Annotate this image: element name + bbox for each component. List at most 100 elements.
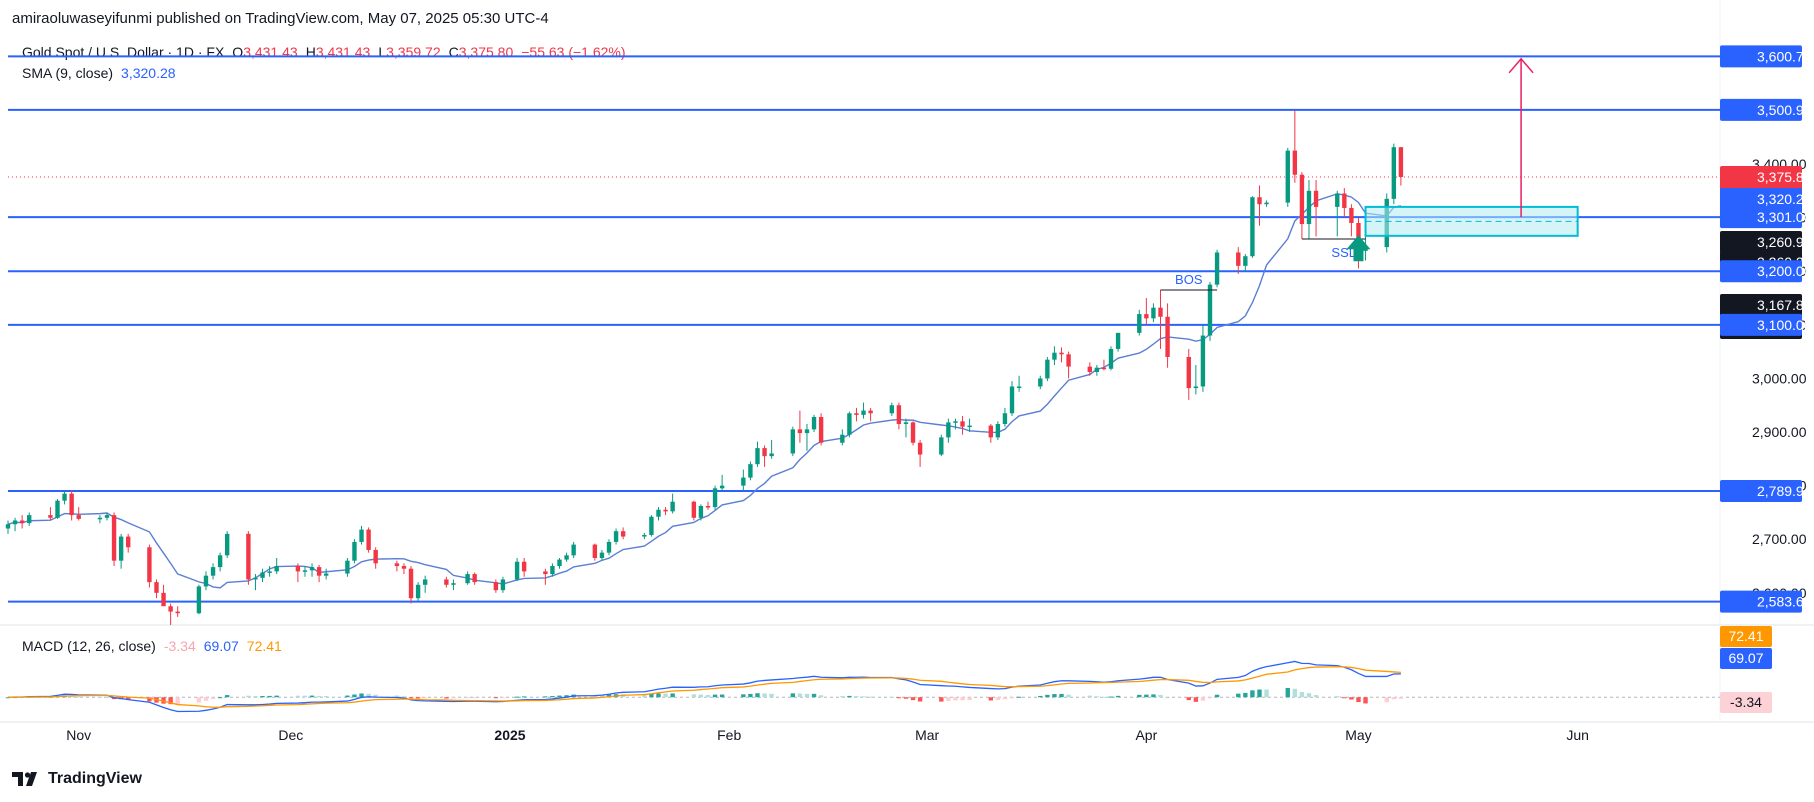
candle-body [1101, 367, 1107, 370]
bos-label: BOS [1175, 272, 1203, 287]
candle-body [861, 410, 866, 415]
candle-body [868, 410, 873, 414]
candle-body [1292, 150, 1298, 175]
macd-histogram-bar [903, 697, 909, 699]
candle [55, 499, 60, 519]
macd-histogram-bar [175, 697, 180, 705]
macd-histogram-bar [345, 695, 350, 698]
candle-body [394, 563, 400, 567]
macd-histogram-bar [1009, 697, 1015, 699]
macd-histogram-bar [352, 694, 357, 698]
candle-body [472, 574, 477, 583]
candle-body [712, 488, 718, 508]
macd-histogram-bar [1313, 695, 1319, 698]
candle-body [910, 422, 916, 443]
macd-histogram-bar [1250, 690, 1255, 698]
macd-histogram-bar [1299, 692, 1305, 698]
macd-tag-label: -3.34 [1730, 694, 1762, 710]
candle [1045, 356, 1050, 382]
candle [642, 532, 647, 540]
price-tag-label: 3,320.28 [1757, 191, 1812, 207]
candle-body [1066, 354, 1071, 367]
candle [352, 539, 357, 564]
macd-line-value: 69.07 [203, 638, 239, 654]
candle [521, 557, 527, 577]
x-tick-label: Apr [1135, 727, 1157, 743]
level-tag: 3,600.76 [1720, 45, 1812, 68]
candle [1313, 180, 1319, 237]
candle-body [1398, 147, 1404, 177]
macd-histogram-bar [1285, 688, 1290, 698]
candle [868, 407, 873, 422]
candle [1243, 254, 1248, 272]
macd-histogram-bar [1236, 693, 1241, 698]
candle-body [451, 583, 456, 585]
macd-tag: 69.07 [1720, 648, 1772, 669]
candle-body [797, 429, 803, 434]
macd-histogram-bar [712, 694, 718, 698]
macd-histogram-bar [670, 693, 675, 698]
macd-histogram-bar [366, 693, 371, 698]
candle [1200, 324, 1206, 392]
macd-histogram-bar [1101, 696, 1107, 698]
candle [592, 543, 598, 561]
candle [69, 489, 74, 521]
candle-body [1313, 190, 1319, 207]
candle [1236, 247, 1241, 274]
candle [175, 606, 180, 617]
candle [1066, 351, 1071, 379]
macd-histogram-bar [1193, 697, 1199, 702]
macd-histogram-bar [5, 697, 11, 699]
macd-histogram-bar [359, 693, 364, 698]
tradingview-brand[interactable]: TradingView [12, 770, 142, 788]
macd-histogram-bar [988, 697, 993, 701]
level-tag-label: 3,200.00 [1757, 263, 1812, 279]
candle [373, 547, 378, 569]
macd-histogram-bar [550, 696, 555, 698]
candle-body [903, 422, 909, 424]
candle [769, 440, 774, 459]
candle-body [352, 541, 357, 561]
macd-tag: 72.41 [1720, 626, 1772, 647]
macd-histogram-bar [274, 695, 279, 698]
macd-tag-box [1720, 692, 1772, 713]
macd-histogram-bar [97, 696, 103, 698]
macd-histogram-bar [196, 697, 202, 703]
macd-signal-value: 72.41 [246, 638, 282, 654]
macd-histogram-bar [939, 697, 944, 702]
candle-body [840, 434, 845, 443]
candle [27, 512, 32, 526]
candle [1186, 348, 1191, 400]
candle-body [762, 448, 767, 457]
candle-body [1002, 413, 1008, 424]
level-tag: 2,583.60 [1720, 590, 1812, 613]
macd-histogram-bar [896, 697, 902, 699]
candle [203, 571, 209, 591]
macd-histogram-bar [246, 695, 251, 698]
macd-histogram-bar [910, 697, 916, 701]
macd-histogram-bar [811, 693, 817, 698]
candle-body [5, 524, 11, 529]
candle [62, 490, 67, 505]
candle-body [260, 572, 265, 578]
candle-body [755, 448, 760, 465]
candle-body [274, 566, 279, 572]
macd-histogram-bar [967, 697, 972, 701]
candle [224, 531, 230, 558]
brand-name: TradingView [48, 770, 142, 787]
candle [1264, 200, 1269, 207]
macd-histogram-bar [224, 695, 230, 698]
candle-body [1059, 352, 1064, 355]
candle [967, 418, 972, 433]
macd-histogram-bar [1038, 695, 1043, 698]
macd-histogram-bar [946, 697, 951, 701]
candle [818, 413, 824, 446]
macd-histogram-bar [408, 697, 414, 699]
candle [1214, 249, 1220, 288]
macd-histogram-bar [1363, 697, 1368, 704]
candle [1052, 346, 1057, 366]
candle [1002, 407, 1008, 427]
candle [444, 576, 449, 588]
candle [1292, 110, 1298, 183]
